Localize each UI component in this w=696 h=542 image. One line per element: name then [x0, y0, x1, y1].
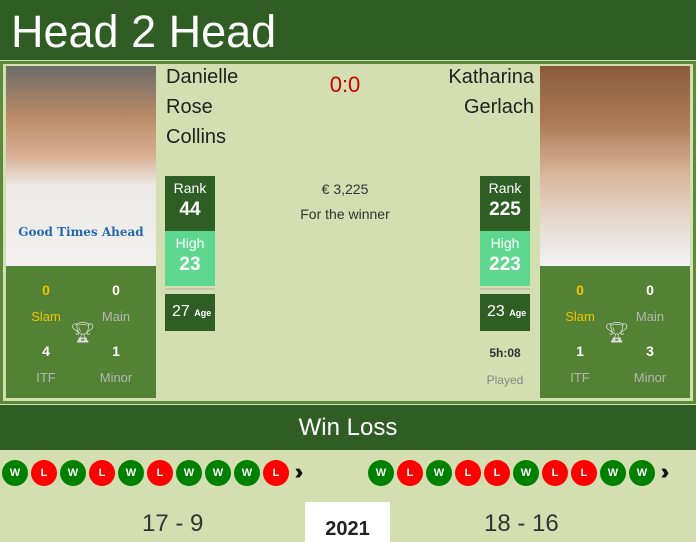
itf-count: 4 — [42, 343, 50, 359]
high-label: High — [175, 235, 205, 251]
player1-titles: 0 Slam 0 Main 4 ITF 1 Minor 🏆︎ — [6, 266, 156, 398]
loss-badge[interactable]: L — [455, 460, 481, 486]
loss-badge[interactable]: L — [31, 460, 57, 486]
name-line: Danielle — [166, 66, 239, 88]
player2-name[interactable]: Katharina Gerlach — [448, 62, 534, 122]
rank-label: Rank — [173, 180, 207, 196]
high-value: 223 — [489, 254, 521, 275]
win-badge[interactable]: W — [118, 460, 144, 486]
main-label: Main — [635, 309, 665, 324]
loss-badge[interactable]: L — [147, 460, 173, 486]
prize-label: For the winner — [300, 206, 390, 222]
itf-label: ITF — [570, 370, 590, 385]
prize-amount: € 3,225 — [321, 181, 369, 197]
age-value: 23 — [487, 303, 505, 320]
player2-titles: 0 Slam 0 Main 1 ITF 3 Minor 🏆︎ — [540, 266, 690, 398]
high-value: 23 — [179, 254, 201, 275]
win-badge[interactable]: W — [368, 460, 394, 486]
loss-badge[interactable]: L — [571, 460, 597, 486]
shirt-text: Good Times Ahead — [18, 225, 144, 239]
player2-photo[interactable] — [540, 66, 690, 266]
minor-label: Minor — [633, 370, 667, 385]
loss-badge[interactable]: L — [542, 460, 568, 486]
minor-count: 1 — [112, 343, 120, 359]
win-badge[interactable]: W — [513, 460, 539, 486]
trophy-icon: 🏆︎ — [604, 322, 630, 344]
player1-age: 27 Age — [165, 294, 215, 331]
age-label: Age — [509, 308, 527, 318]
itf-label: ITF — [36, 370, 56, 385]
played-label: Played — [486, 373, 524, 387]
main-count: 0 — [646, 282, 654, 298]
player1-photo[interactable]: Good Times Ahead — [6, 66, 156, 266]
rank-value: 44 — [179, 199, 201, 220]
win-badge[interactable]: W — [176, 460, 202, 486]
name-line: Gerlach — [463, 96, 534, 118]
loss-badge[interactable]: L — [397, 460, 423, 486]
player1-name[interactable]: Danielle Rose Collins — [166, 62, 238, 152]
player2-rank: Rank 225 — [480, 176, 530, 231]
age-value: 27 — [172, 303, 190, 320]
minor-count: 3 — [646, 343, 654, 359]
slam-label: Slam — [31, 309, 61, 324]
year-tab[interactable]: 2021 — [305, 502, 390, 542]
loss-badge[interactable]: L — [263, 460, 289, 486]
age-label: Age — [194, 308, 212, 318]
main-count: 0 — [112, 282, 120, 298]
player1-record: 17 - 9 — [142, 510, 204, 537]
player2-high: High 223 — [480, 231, 530, 286]
loss-badge[interactable]: L — [484, 460, 510, 486]
minor-label: Minor — [99, 370, 133, 385]
win-badge[interactable]: W — [2, 460, 28, 486]
name-line: Collins — [166, 126, 227, 148]
loss-badge[interactable]: L — [89, 460, 115, 486]
player2-record: 18 - 16 — [484, 510, 559, 537]
rank-label: Rank — [488, 180, 522, 196]
win-loss-header: Win Loss — [0, 405, 696, 450]
trophy-icon: 🏆︎ — [70, 322, 96, 344]
divider — [165, 288, 215, 290]
win-badge[interactable]: W — [205, 460, 231, 486]
slam-count: 0 — [42, 282, 50, 298]
player1-rank: Rank 44 — [165, 176, 215, 231]
name-line: Katharina — [448, 66, 534, 88]
page-title: Head 2 Head — [0, 0, 696, 60]
win-badge[interactable]: W — [600, 460, 626, 486]
divider — [480, 288, 530, 290]
player2-age: 23 Age — [480, 294, 530, 331]
name-line: Rose — [166, 96, 213, 118]
slam-count: 0 — [576, 282, 584, 298]
win-badge[interactable]: W — [234, 460, 260, 486]
rank-value: 225 — [489, 199, 521, 220]
h2h-score: 0:0 — [329, 72, 361, 97]
win-badge[interactable]: W — [629, 460, 655, 486]
high-label: High — [490, 235, 520, 251]
win-badge[interactable]: W — [60, 460, 86, 486]
itf-count: 1 — [576, 343, 584, 359]
played-time: 5h:08 — [489, 346, 521, 360]
slam-label: Slam — [565, 309, 595, 324]
player1-high: High 23 — [165, 231, 215, 286]
win-badge[interactable]: W — [426, 460, 452, 486]
main-label: Main — [101, 309, 131, 324]
